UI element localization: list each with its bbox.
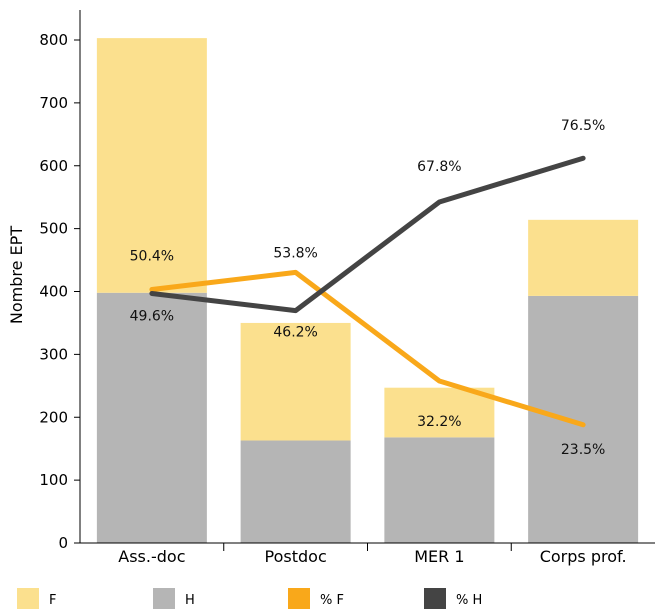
data-label: 67.8% — [417, 159, 461, 175]
y-tick-label: 700 — [39, 94, 68, 112]
y-axis-label: Nombre EPT — [7, 226, 26, 324]
legend-label: F — [49, 593, 56, 608]
x-tick-label: Corps prof. — [540, 547, 627, 566]
bars — [96, 38, 639, 543]
y-tick-label: 400 — [39, 283, 68, 301]
data-label: 32.2% — [417, 414, 461, 430]
data-label: 46.2% — [273, 325, 317, 341]
data-label: 53.8% — [273, 245, 317, 261]
bar-h-ass-doc — [96, 292, 207, 543]
y-tick-label: 200 — [39, 408, 68, 426]
data-labels: 50.4% 53.8% 32.2% 23.5% 49.6% 46.2% 67.8% 76.5% — [130, 118, 606, 458]
data-label: 23.5% — [561, 442, 605, 458]
legend-label: H — [185, 593, 195, 608]
legend-swatch-3 — [288, 588, 310, 609]
line-h-pct — [149, 155, 586, 314]
bar-f-corps-prof- — [528, 219, 639, 296]
legend-swatch-1 — [17, 588, 39, 609]
y-tick-label: 500 — [39, 220, 68, 238]
legend-label: % H — [456, 593, 482, 608]
bar-f-mer-1 — [384, 387, 495, 438]
x-tick-label: Ass.-doc — [118, 547, 185, 566]
data-label: 76.5% — [561, 118, 605, 134]
y-tick-label: 600 — [39, 157, 68, 175]
bar-h-mer-1 — [384, 437, 495, 543]
data-label: 50.4% — [130, 248, 174, 264]
line-f-pct — [149, 269, 586, 428]
y-tick-label: 800 — [39, 31, 68, 49]
x-tick-label: Postdoc — [265, 547, 327, 566]
legend-swatch-4 — [424, 588, 446, 609]
bar-f-ass-doc — [96, 38, 207, 293]
y-tick-label: 0 — [58, 534, 68, 552]
bar-h-corps-prof- — [528, 295, 639, 543]
y-tick-label: 300 — [39, 345, 68, 363]
legend: F H % F % H — [17, 588, 482, 609]
data-label: 49.6% — [130, 309, 174, 325]
bar-f-postdoc — [240, 322, 351, 441]
x-axis: Ass.-doc Postdoc MER 1 Corps prof. — [80, 542, 655, 566]
bar-h-postdoc — [240, 440, 351, 543]
y-axis: 0 100 200 300 400 500 600 700 800 — [39, 10, 81, 552]
y-tick-label: 100 — [39, 471, 68, 489]
x-tick-label: MER 1 — [414, 547, 464, 566]
legend-label: % F — [320, 593, 344, 608]
legend-swatch-2 — [153, 588, 175, 609]
percent-lines — [149, 155, 586, 428]
